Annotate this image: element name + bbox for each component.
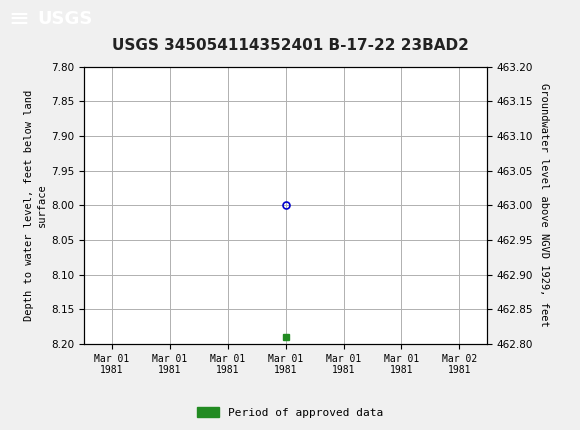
Legend: Period of approved data: Period of approved data [193, 403, 387, 422]
Text: USGS 345054114352401 B-17-22 23BAD2: USGS 345054114352401 B-17-22 23BAD2 [111, 38, 469, 52]
Y-axis label: Depth to water level, feet below land
surface: Depth to water level, feet below land su… [24, 90, 47, 321]
Text: USGS: USGS [38, 10, 93, 28]
Text: ≡: ≡ [9, 7, 30, 31]
Y-axis label: Groundwater level above NGVD 1929, feet: Groundwater level above NGVD 1929, feet [539, 83, 549, 327]
